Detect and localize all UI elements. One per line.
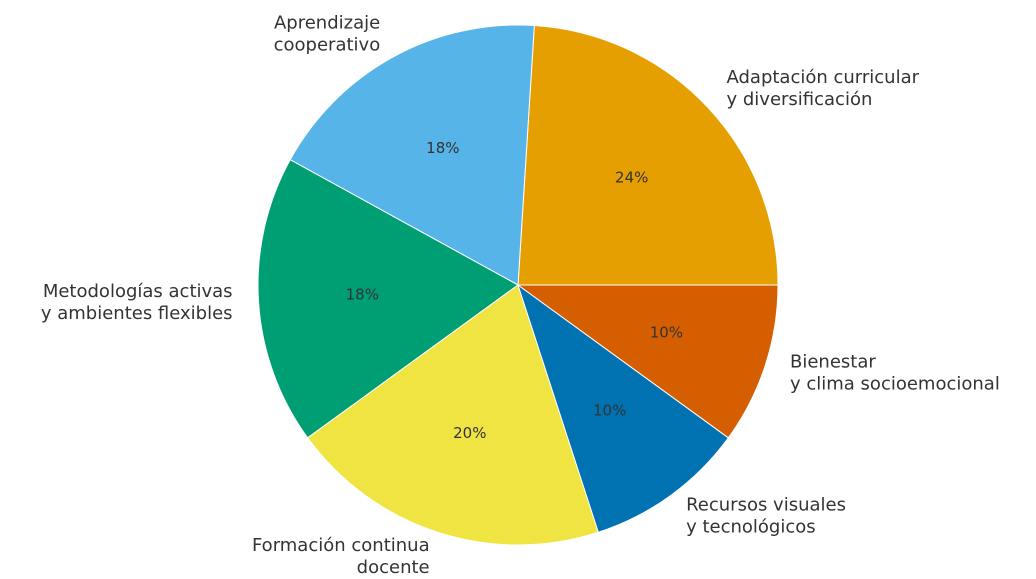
label-line: Bienestar xyxy=(790,351,876,372)
label-line: Adaptación curricular xyxy=(726,67,919,88)
pct-label: 24% xyxy=(615,169,648,187)
label-line: Metodologías activas xyxy=(43,281,233,302)
label-line: cooperativo xyxy=(274,34,381,55)
pie-slice xyxy=(516,284,779,439)
pie-slice xyxy=(517,24,779,286)
pct-label: 10% xyxy=(650,324,683,342)
pie-slice xyxy=(517,283,730,533)
label-line: y clima socioemocional xyxy=(790,373,1000,394)
pie-slice xyxy=(257,159,519,439)
slice-label: Formación continua docente xyxy=(252,535,430,578)
pct-label: 10% xyxy=(593,402,626,420)
slice-label: Bienestar y clima socioemocional xyxy=(790,351,1000,394)
label-line: y ambientes flexibles xyxy=(41,303,233,324)
slice-label: Recursos visuales y tecnológicos xyxy=(686,494,846,537)
slice-label: Metodologías activas y ambientes flexible… xyxy=(41,281,233,324)
slice-label: Aprendizaje cooperativo xyxy=(274,12,381,55)
label-line: Formación continua xyxy=(252,535,430,556)
label-line: y diversificación xyxy=(726,89,872,110)
label-line: docente xyxy=(357,557,430,578)
label-line: y tecnológicos xyxy=(686,516,816,537)
pie-slice xyxy=(289,24,535,286)
slice-label: Adaptación curricular y diversificación xyxy=(726,67,919,110)
label-line: Aprendizaje xyxy=(274,12,380,33)
label-line: Recursos visuales xyxy=(686,494,846,515)
pct-label: 20% xyxy=(453,424,486,442)
pct-label: 18% xyxy=(426,139,459,157)
pct-label: 18% xyxy=(346,285,379,303)
pie-slice xyxy=(306,284,599,546)
